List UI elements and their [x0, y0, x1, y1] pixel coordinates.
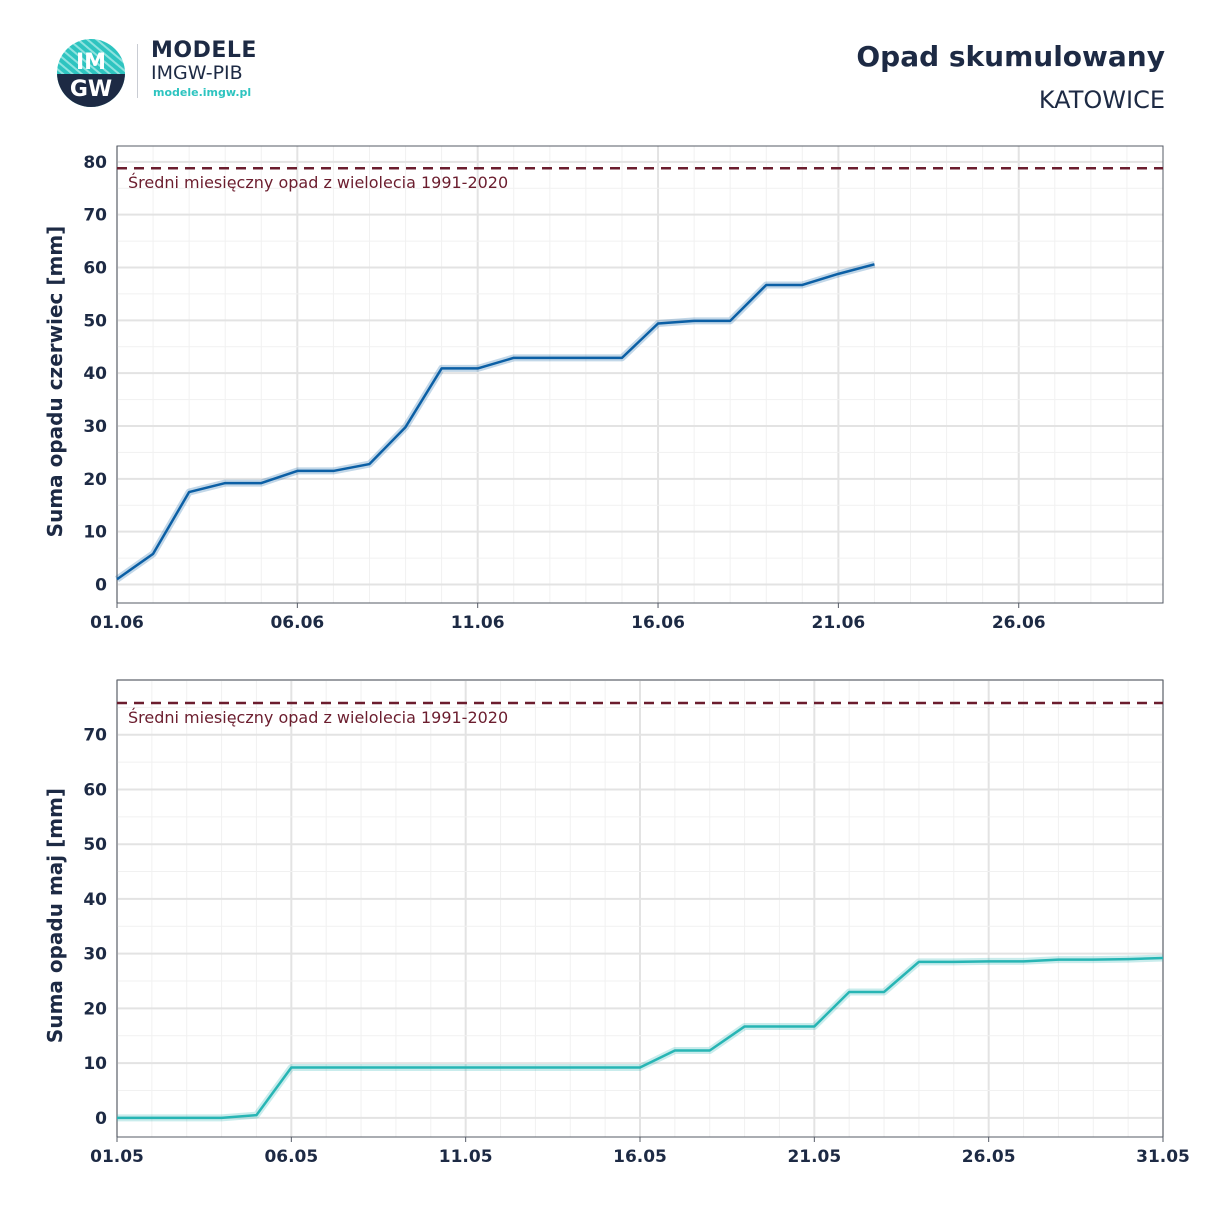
x-tick-label: 31.05: [1136, 1147, 1190, 1167]
y-tick-label: 80: [83, 153, 107, 173]
imgw-logo: IM GW: [57, 39, 125, 107]
reference-label: Średni miesięczny opad z wielolecia 1991…: [128, 173, 508, 192]
x-tick-label: 11.06: [451, 613, 505, 633]
y-tick-label: 60: [83, 259, 107, 279]
header: IM GW MODELE IMGW-PIB modele.imgw.pl Opa…: [0, 0, 1213, 130]
y-tick-label: 0: [95, 576, 107, 596]
x-tick-label: 06.06: [270, 613, 324, 633]
y-tick-label: 30: [83, 417, 107, 437]
x-tick-label: 16.05: [613, 1147, 667, 1167]
x-tick-label: 21.05: [787, 1147, 841, 1167]
brand-divider: [137, 44, 138, 98]
y-tick-label: 0: [95, 1109, 107, 1129]
chart-june: 0 10 20 30 40 50 60 70 80 01.06 06.06 11.06 16.06 21.…: [43, 145, 1164, 633]
page-subtitle: KATOWICE: [1038, 86, 1165, 114]
y-tick-label: 40: [83, 364, 107, 384]
brand-url[interactable]: modele.imgw.pl: [153, 86, 252, 99]
chart-may: 0 10 20 30 40 50 60 70 01.05 06.05 11.05 16.05 21.05…: [43, 679, 1190, 1167]
y-axis-label: Suma opadu maj [mm]: [43, 788, 67, 1043]
x-tick-label: 11.05: [439, 1147, 493, 1167]
y-tick-label: 40: [83, 890, 107, 910]
y-tick-label: 50: [83, 835, 107, 855]
x-tick-label: 21.06: [811, 613, 865, 633]
plot-frame: [116, 145, 1164, 604]
logo-text-top: IM: [76, 50, 106, 75]
brand-org: IMGW-PIB: [151, 62, 243, 84]
x-tick-label: 26.05: [962, 1147, 1016, 1167]
y-axis-label: Suma opadu czerwiec [mm]: [43, 226, 67, 538]
plot-area: [117, 146, 1163, 603]
y-tick-label: 70: [83, 206, 107, 226]
y-tick-label: 50: [83, 311, 107, 331]
x-tick-label: 16.06: [631, 613, 685, 633]
reference-label: Średni miesięczny opad z wielolecia 1991…: [128, 708, 508, 727]
y-tick-label: 20: [83, 470, 107, 490]
brand-name: MODELE: [151, 38, 257, 63]
y-tick-label: 60: [83, 780, 107, 800]
y-tick-label: 30: [83, 945, 107, 965]
logo-text-bottom: GW: [70, 77, 112, 102]
y-tick-label: 70: [83, 726, 107, 746]
x-tick-label: 26.06: [992, 613, 1046, 633]
x-tick-label: 06.05: [264, 1147, 318, 1167]
y-tick-label: 20: [83, 999, 107, 1019]
x-tick-label: 01.05: [90, 1147, 144, 1167]
y-tick-label: 10: [83, 523, 107, 543]
page-title: Opad skumulowany: [856, 40, 1165, 73]
x-tick-label: 01.06: [90, 613, 144, 633]
y-tick-label: 10: [83, 1054, 107, 1074]
series-line: [116, 263, 875, 581]
